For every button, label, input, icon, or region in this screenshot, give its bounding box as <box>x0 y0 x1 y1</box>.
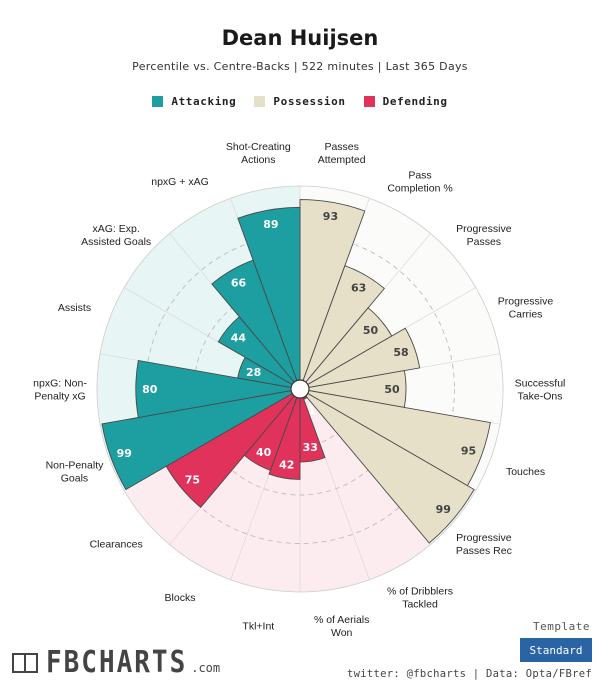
category-label: npxG: Non-Penalty xG <box>33 378 87 403</box>
legend-swatch-defending <box>363 96 375 107</box>
value-label: 99 <box>117 447 132 460</box>
value-label: 63 <box>351 281 366 294</box>
category-label: Clearances <box>90 538 143 550</box>
legend-label-possession: Possession <box>273 95 346 108</box>
value-label: 28 <box>246 366 261 379</box>
legend: Attacking Possession Defending <box>0 95 600 108</box>
logo-text: FBCHARTS <box>46 645 188 681</box>
logo-suffix: .com <box>191 661 221 675</box>
category-label: Successful Take-Ons <box>515 378 566 403</box>
category-label: Progressive Carries <box>498 295 554 320</box>
chart-subtitle: Percentile vs. Centre-Backs | 522 minute… <box>132 60 468 73</box>
value-label: 40 <box>256 446 272 459</box>
value-label: 50 <box>384 383 400 396</box>
logo-icon <box>12 653 38 673</box>
legend-item-attacking: Attacking <box>152 95 236 108</box>
legend-label-attacking: Attacking <box>171 95 237 108</box>
category-label: % of Aerials Won <box>314 614 369 639</box>
category-label: Assists <box>58 302 91 314</box>
value-label: 33 <box>303 441 318 454</box>
category-label: npxG + xAG <box>151 176 208 188</box>
value-label: 1 <box>308 404 316 417</box>
credits: twitter: @fbcharts | Data: Opta/FBref <box>347 668 592 680</box>
legend-item-defending: Defending <box>363 95 448 108</box>
bars <box>101 199 491 544</box>
category-label: Blocks <box>165 592 196 604</box>
fbcharts-logo: FBCHARTS .com <box>12 645 221 681</box>
value-label: 95 <box>461 444 476 457</box>
category-label: Pass Completion % <box>387 170 452 195</box>
value-label: 66 <box>231 276 247 289</box>
value-label: 42 <box>279 458 294 471</box>
value-label: 44 <box>231 331 247 344</box>
category-label: Progressive Passes Rec <box>456 532 512 557</box>
grid-ring <box>145 234 455 544</box>
category-label: Non-Penalty Goals <box>46 460 105 485</box>
value-label: 58 <box>393 346 408 359</box>
value-label: 80 <box>142 383 158 396</box>
chart-title: Dean Huijsen <box>221 26 379 50</box>
category-label: Passes Attempted <box>318 141 366 166</box>
center-hub <box>290 379 310 399</box>
category-label: % of Dribblers Tackled <box>387 585 453 610</box>
value-label: 93 <box>323 210 338 223</box>
value-labels: 93 63 50 58 50 95 99 1 33 42 40 75 99 80 28 44 66 89 <box>117 210 477 516</box>
legend-item-possession: Possession <box>254 95 345 108</box>
category-label: Shot-Creating Actions <box>226 141 291 166</box>
legend-label-defending: Defending <box>382 95 448 108</box>
template-button[interactable]: Standard <box>520 638 592 662</box>
value-label: 89 <box>263 218 278 231</box>
legend-swatch-attacking <box>152 96 164 107</box>
template-label: Template <box>533 620 590 633</box>
category-labels: Passes Attempted Pass Completion % Progressi… <box>33 141 565 639</box>
category-label: Progressive Passes <box>456 223 512 248</box>
category-label: Touches <box>506 466 545 478</box>
legend-swatch-possession <box>254 96 266 107</box>
category-label: xAG: Exp. Assisted Goals <box>81 223 151 248</box>
value-label: 50 <box>363 324 379 337</box>
value-label: 99 <box>436 503 451 516</box>
outer-ring <box>96 185 504 593</box>
value-label: 75 <box>185 473 200 486</box>
category-label: Tkl+Int <box>242 620 274 632</box>
